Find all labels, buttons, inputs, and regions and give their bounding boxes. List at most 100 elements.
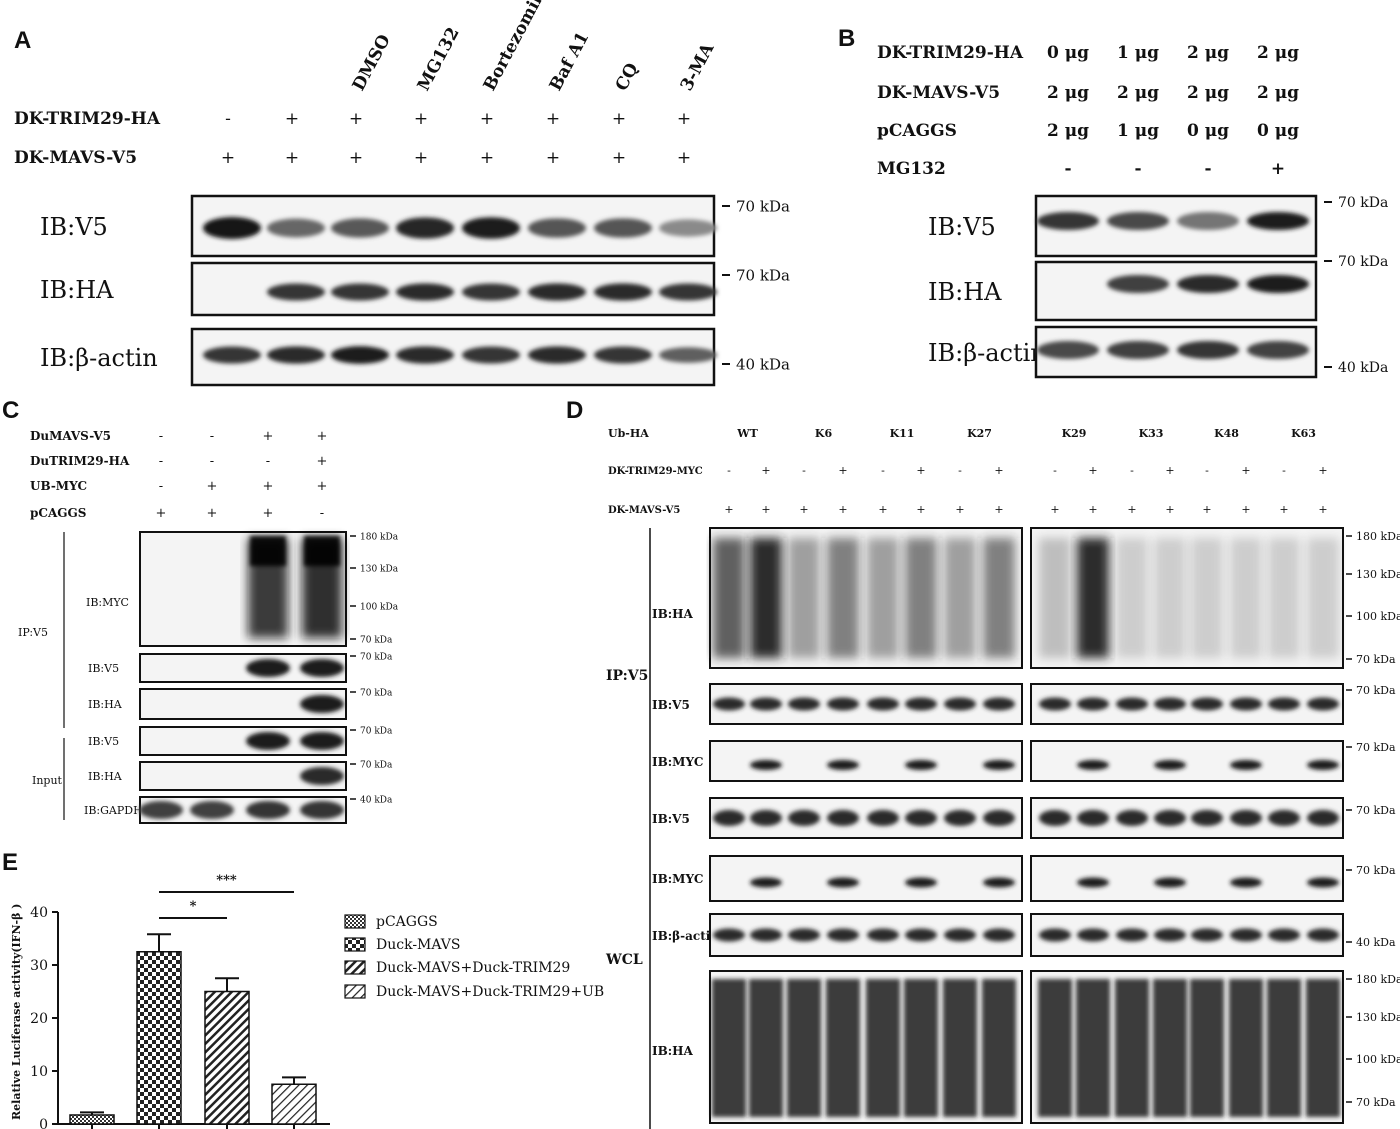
- blot-band: [827, 810, 859, 826]
- blot-label: IB:β-actin: [40, 344, 158, 372]
- sign-mark: +: [207, 479, 218, 494]
- ubiquitin-smear: [1153, 979, 1187, 1117]
- blot-band: [1107, 212, 1169, 230]
- row-value: 2 μg: [1187, 83, 1229, 103]
- legend-label: Duck-MAVS+Duck-TRIM29: [376, 960, 570, 976]
- sign-mark: -: [1282, 464, 1286, 477]
- significance-label: ***: [216, 873, 237, 888]
- blot-label: IB:HA: [928, 278, 1002, 306]
- blot-band: [713, 810, 745, 826]
- blot-band: [1154, 697, 1186, 711]
- blot-band: [1077, 697, 1109, 711]
- blot-band: [1247, 341, 1309, 359]
- blot-band: [983, 810, 1015, 826]
- sign-mark: +: [1050, 503, 1059, 516]
- ubiquitin-smear: [943, 979, 977, 1117]
- blot-band: [300, 659, 344, 677]
- blot-label: IB:β-actin: [652, 929, 719, 943]
- blot-box: [1030, 855, 1344, 902]
- row-value: 2 μg: [1187, 43, 1229, 63]
- marker-label: 130 kDa: [360, 565, 399, 575]
- ub-type-label: K27: [967, 427, 992, 440]
- blot-label: IB:HA: [88, 698, 123, 711]
- marker-label: 180 kDa: [1356, 530, 1400, 543]
- blot-band: [905, 877, 937, 888]
- ubiquitin-smear: [1154, 538, 1186, 658]
- row-label: UB-MYC: [30, 479, 87, 493]
- sign-mark: +: [761, 464, 770, 477]
- blot-band: [944, 810, 976, 826]
- sign-mark: +: [724, 503, 733, 516]
- row-value: +: [1271, 159, 1285, 179]
- row-label: DuMAVS-V5: [30, 429, 111, 443]
- blot-band: [300, 732, 344, 750]
- significance-label: *: [190, 899, 197, 914]
- blot-band: [1191, 697, 1223, 711]
- blot-band: [594, 218, 652, 238]
- blot-band: [246, 732, 290, 750]
- ubiquitin-smear: [827, 538, 859, 658]
- blot-band: [1230, 877, 1262, 888]
- sign-mark: +: [1127, 503, 1136, 516]
- blot-label: IB:HA: [88, 770, 123, 783]
- y-tick-label: 0: [39, 1117, 48, 1129]
- legend-swatch: [344, 937, 366, 952]
- blot-band: [905, 928, 937, 942]
- y-tick-label: 30: [30, 958, 48, 974]
- blot-box: [1030, 740, 1344, 782]
- blot-band: [246, 659, 290, 677]
- marker-label: 70 kDa: [1356, 864, 1396, 877]
- sign-mark: +: [612, 109, 626, 129]
- blot-band: [267, 218, 325, 238]
- marker-label: 70 kDa: [1356, 653, 1396, 666]
- sign-mark: +: [349, 109, 363, 129]
- sign-mark: +: [317, 454, 328, 469]
- blot-label: IB:HA: [652, 1044, 694, 1058]
- sign-mark: +: [156, 506, 167, 521]
- blot-band: [750, 877, 782, 888]
- blot-label: IB:V5: [88, 662, 119, 675]
- blot-band: [1307, 760, 1339, 770]
- blot-band: [1230, 760, 1262, 770]
- marker-label: 40 kDa: [1338, 360, 1388, 376]
- row-value: 2 μg: [1117, 83, 1159, 103]
- sign-mark: +: [1088, 464, 1097, 477]
- panel-d: D Ub-HA WT K6 K11 K27 K29 K33 K48 K63 DK-TRIM29-MY…: [566, 397, 1400, 1129]
- blot-band: [246, 801, 290, 819]
- ub-type-label: K33: [1139, 427, 1164, 440]
- ub-type-label: K29: [1062, 427, 1087, 440]
- sign-mark: +: [546, 109, 560, 129]
- sign-mark: +: [677, 148, 691, 168]
- ubiquitin-smear: [1230, 538, 1262, 658]
- sign-mark: +: [1241, 464, 1250, 477]
- ubiquitin-smear: [905, 538, 937, 658]
- blot-band: [1268, 810, 1300, 826]
- blot-band: [944, 928, 976, 942]
- ub-type-label: K63: [1291, 427, 1316, 440]
- ubiquitin-smear: [826, 979, 860, 1117]
- bar: [69, 1114, 115, 1125]
- blot-band: [1077, 760, 1109, 770]
- ubiquitin-smear: [787, 979, 821, 1117]
- ubiquitin-smear: [866, 979, 900, 1117]
- ubiquitin-smear: [1191, 538, 1223, 658]
- blot-band: [867, 697, 899, 711]
- blot-band: [396, 346, 454, 364]
- marker-label: 70 kDa: [360, 636, 393, 646]
- group-label: IP:V5: [606, 668, 648, 684]
- sign-mark: -: [1130, 464, 1134, 477]
- blot-band: [267, 283, 325, 301]
- row-value: 0 μg: [1257, 121, 1299, 141]
- marker-label: 100 kDa: [360, 603, 399, 613]
- row-value: 2 μg: [1047, 121, 1089, 141]
- sign-mark: +: [263, 506, 274, 521]
- group-label: IP:V5: [18, 626, 48, 639]
- blot-band: [827, 928, 859, 942]
- sign-mark: +: [414, 148, 428, 168]
- sign-mark: +: [1165, 503, 1174, 516]
- marker-label: 70 kDa: [1356, 741, 1396, 754]
- legend-swatch: [344, 960, 366, 975]
- row-value: 2 μg: [1257, 83, 1299, 103]
- blot-band: [788, 810, 820, 826]
- blot-band: [300, 767, 344, 785]
